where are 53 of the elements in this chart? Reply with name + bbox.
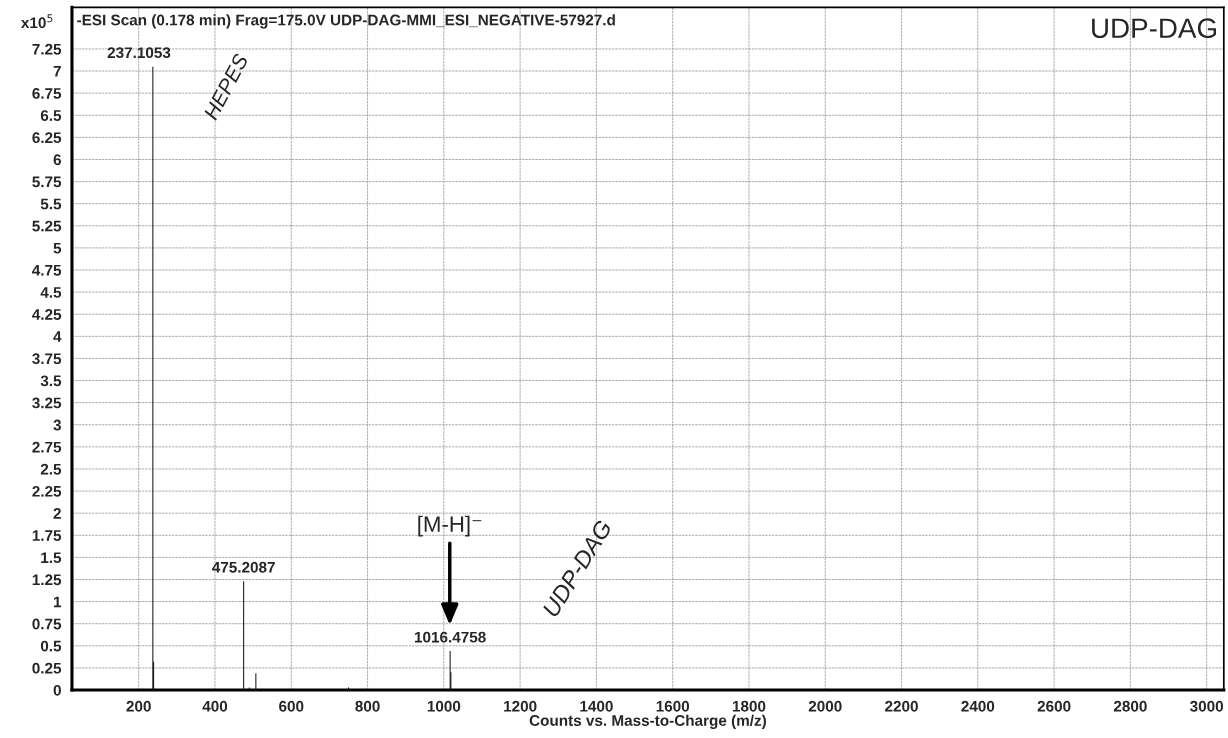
- chart-subtitle: UDP-DAG: [1092, 18, 1216, 39]
- y-tick-label: 2: [53, 508, 61, 519]
- y-tick-label: 5.75: [32, 176, 62, 188]
- y-tick-label: 5.25: [32, 220, 62, 232]
- y-tick-label: 3.5: [40, 375, 62, 387]
- annotation: 475.2087: [212, 561, 275, 573]
- x-tick-label: 200: [126, 700, 151, 712]
- y-tick-label: 0.5: [40, 640, 62, 652]
- y-tick-label: 3.25: [32, 397, 62, 409]
- x-tick-label: 2800: [1113, 700, 1147, 712]
- y-tick-label: 2.25: [32, 485, 62, 497]
- x-tick-label: 600: [279, 700, 304, 712]
- y-tick-label: 7.25: [32, 43, 62, 55]
- y-tick-label: 1.75: [32, 530, 62, 541]
- y-tick-label: 6.75: [32, 88, 62, 99]
- y-tick-label: 0.25: [32, 662, 62, 674]
- x-tick-label: 2000: [808, 700, 842, 712]
- annotation: 237.1053: [107, 47, 171, 59]
- y-tick-label: 0.75: [32, 618, 62, 630]
- x-tick-label: 1000: [427, 700, 461, 712]
- x-tick-label: 2600: [1037, 700, 1071, 712]
- y-tick-label: 5.5: [40, 198, 62, 210]
- x-axis-title: Counts vs. Mass-to-Charge (m/z): [529, 714, 766, 729]
- y-tick-label: 7: [53, 66, 61, 77]
- chart-title: -ESI Scan (0.178 min) Frag=175.0V UDP-DAG-MMI_ESI_NEGATIVE-57927.d: [77, 14, 615, 29]
- y-tick-label: 4.75: [32, 265, 62, 276]
- x-tick-label: 1800: [732, 700, 766, 712]
- annotation: [M-H]⁻: [418, 515, 482, 537]
- y-tick-label: 1: [54, 596, 62, 608]
- x-tick-label: 1200: [504, 700, 537, 712]
- x-tick-label: 400: [202, 700, 228, 712]
- x-tick-label: 2200: [885, 700, 918, 712]
- x-tick-label: 3000: [1190, 700, 1224, 712]
- y-tick-label: 6.5: [40, 110, 62, 121]
- y-tick-label: 0: [53, 684, 61, 696]
- y-tick-label: 4.5: [40, 287, 62, 298]
- x-tick-label: 800: [355, 700, 380, 712]
- x-tick-label: 2400: [961, 700, 995, 712]
- y-tick-label: 4.25: [32, 309, 62, 320]
- y-tick-label: 3: [53, 419, 61, 431]
- y-tick-label: 5: [53, 242, 62, 254]
- y-tick-label: 6: [53, 154, 61, 166]
- y-tick-label: 1.5: [41, 552, 62, 564]
- y-tick-label: 6.25: [32, 132, 62, 144]
- x-tick-label: 1600: [656, 700, 690, 712]
- y-tick-label: 2.75: [32, 441, 62, 453]
- y-tick-label: 4: [53, 331, 62, 342]
- annotation: 1016.4758: [414, 631, 486, 643]
- y-tick-label: 3.75: [32, 353, 62, 365]
- x-tick-label: 1400: [580, 700, 613, 712]
- y-tick-label: 1.25: [32, 574, 62, 586]
- y-axis-title: x10$^{5}$: [21, 14, 53, 29]
- y-tick-label: 2.5: [40, 463, 62, 475]
